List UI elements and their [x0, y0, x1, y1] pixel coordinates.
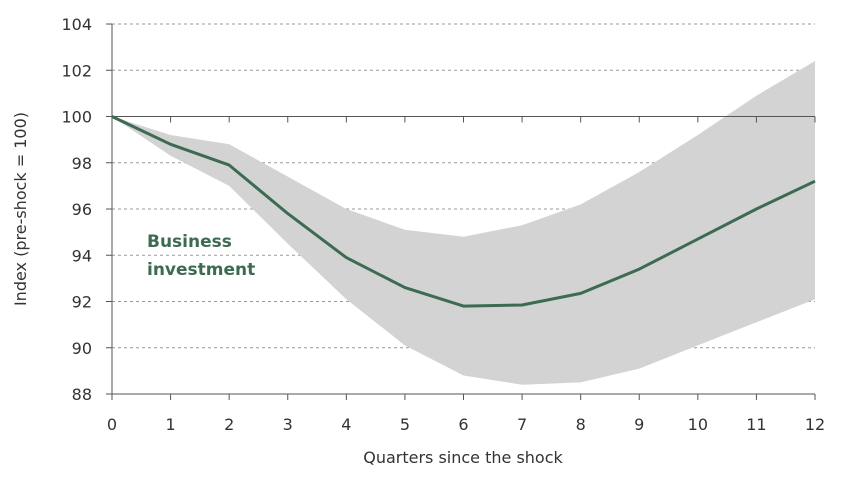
x-axis-title: Quarters since the shock	[363, 448, 563, 467]
y-axis: 88 90 92 94 96 98 100 102 104	[61, 15, 113, 404]
x-tick-label-6: 6	[458, 415, 468, 434]
y-tick-label-94: 94	[72, 246, 92, 265]
x-tick-label-2: 2	[224, 415, 234, 434]
x-tick-label-9: 9	[634, 415, 644, 434]
reference-line-group	[111, 116, 816, 123]
confidence-band	[112, 61, 815, 385]
y-tick-label-88: 88	[72, 385, 92, 404]
y-tick-label-104: 104	[61, 15, 92, 34]
y-tick-label-102: 102	[61, 61, 92, 80]
y-axis-title: Index (pre-shock = 100)	[11, 112, 30, 306]
y-tick-label-96: 96	[72, 200, 92, 219]
series-label-line-2: investment	[147, 260, 255, 280]
x-tick-label-7: 7	[517, 415, 527, 434]
x-tick-label-1: 1	[165, 415, 175, 434]
x-tick-label-11: 11	[746, 415, 766, 434]
x-axis: 0 1 2 3 4 5 6 7 8 9 10 11 12	[107, 393, 825, 434]
y-tick-label-92: 92	[72, 293, 92, 312]
y-tick-label-100: 100	[61, 108, 92, 127]
x-tick-label-5: 5	[400, 415, 410, 434]
x-tick-label-8: 8	[576, 415, 586, 434]
x-tick-label-0: 0	[107, 415, 117, 434]
x-tick-label-10: 10	[688, 415, 708, 434]
y-tick-label-90: 90	[72, 339, 92, 358]
series-line-business-investment	[111, 115, 816, 308]
series-label-line-1: Business	[147, 232, 232, 252]
x-tick-label-12: 12	[805, 415, 825, 434]
x-tick-label-3: 3	[283, 415, 293, 434]
series-label-business-investment: Business investment	[147, 232, 255, 280]
y-tick-label-98: 98	[72, 154, 92, 173]
x-tick-label-4: 4	[341, 415, 351, 434]
